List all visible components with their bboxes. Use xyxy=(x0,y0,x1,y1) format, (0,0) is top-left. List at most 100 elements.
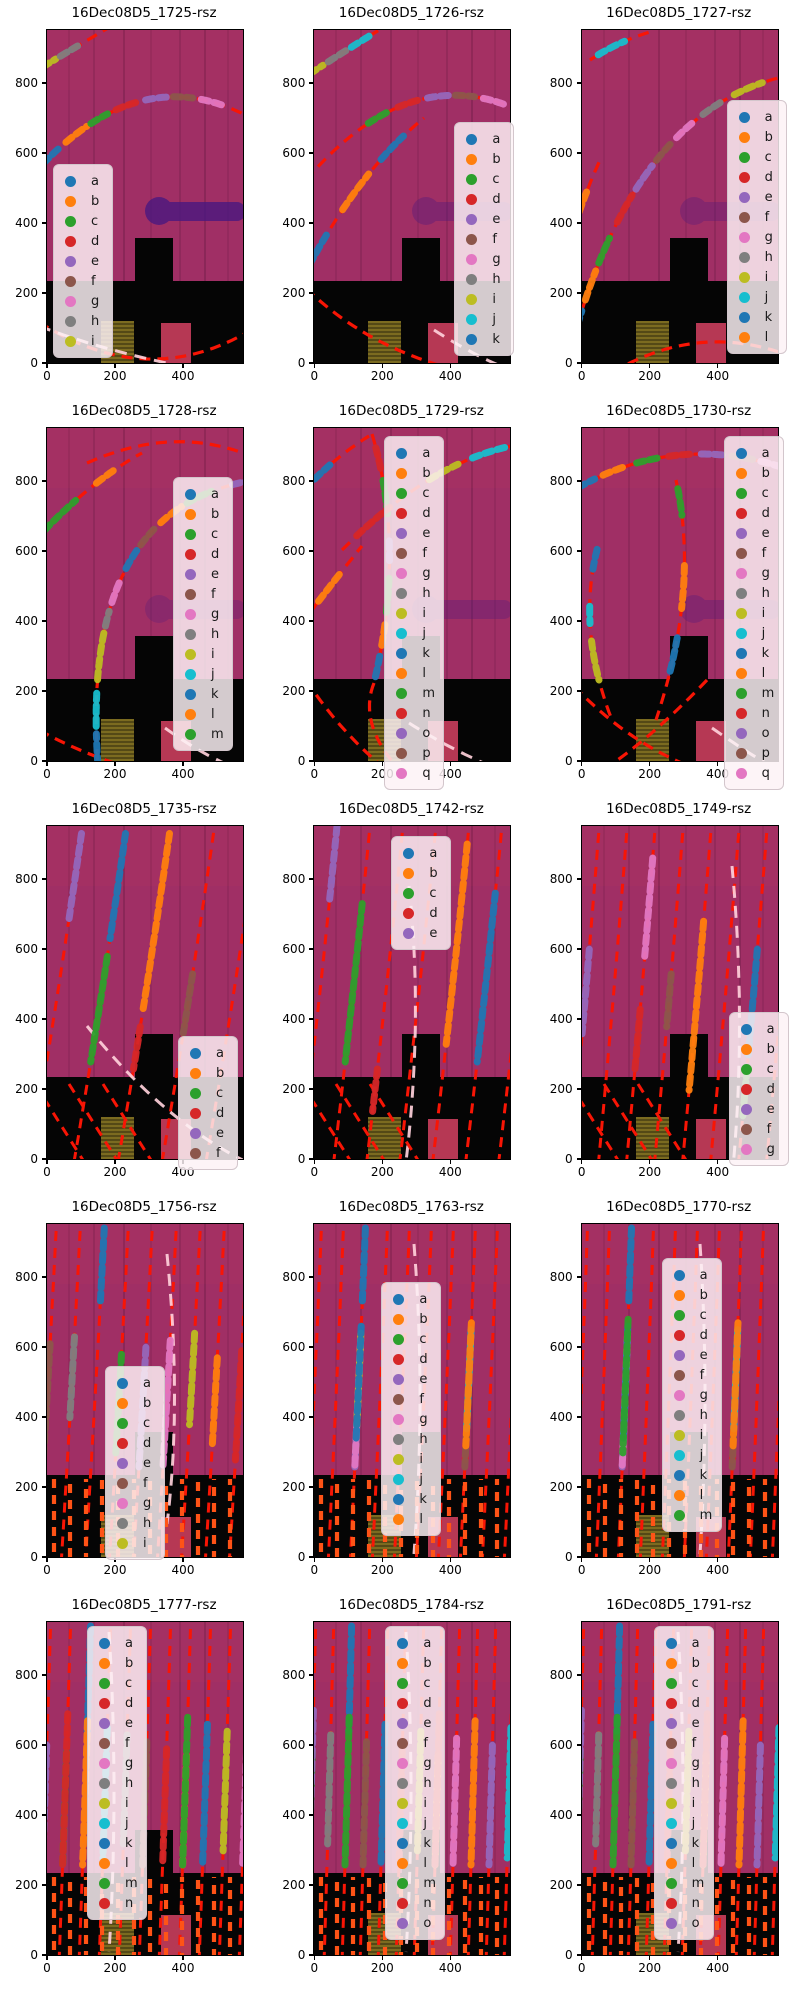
legend-item: a xyxy=(396,443,443,463)
legend-item: h xyxy=(466,269,513,289)
legend-item: b xyxy=(665,1653,713,1673)
legend-label: e xyxy=(492,211,501,227)
y-tick-label: 200 xyxy=(549,1480,573,1494)
legend-swatch-icon xyxy=(396,547,408,559)
y-tick-mark xyxy=(309,222,315,224)
x-tick-label: 400 xyxy=(706,767,730,781)
subplot-title: 16Dec08D5_1756-rsz xyxy=(71,1199,217,1215)
legend-label: a xyxy=(143,1375,151,1391)
legend-swatch-icon xyxy=(117,1457,128,1469)
legend-swatch-icon xyxy=(466,153,478,165)
legend-swatch-icon xyxy=(735,627,747,639)
legend-label: e xyxy=(216,1125,224,1141)
legend-label: b xyxy=(211,506,220,522)
legend-label: f xyxy=(761,545,767,561)
y-tick-label: 600 xyxy=(549,1738,573,1752)
legend-item: d xyxy=(738,167,786,187)
x-tick-mark xyxy=(449,1557,452,1562)
legend-swatch-icon xyxy=(403,887,415,899)
legend-swatch-icon xyxy=(190,1067,201,1079)
legend-label: b xyxy=(91,193,100,209)
legend-item: a xyxy=(466,129,513,149)
legend-label: d xyxy=(699,1327,708,1343)
legend-item: n xyxy=(397,1893,444,1913)
legend-item: d xyxy=(99,1693,146,1713)
x-tick-label: 0 xyxy=(43,369,51,383)
legend-swatch-icon xyxy=(397,1797,409,1809)
legend-label: f xyxy=(422,545,427,561)
legend-item: c xyxy=(397,1673,444,1693)
y-tick-mark xyxy=(576,1276,582,1278)
legend-label: m xyxy=(691,1875,705,1891)
y-tick-mark xyxy=(42,1556,47,1558)
legend-swatch-icon xyxy=(735,647,747,659)
legend-item: e xyxy=(665,1713,713,1733)
legend-item: c xyxy=(185,524,232,544)
legend-label: e xyxy=(419,1371,428,1387)
legend-label: h xyxy=(761,585,770,601)
y-tick-label: 200 xyxy=(15,684,38,698)
legend-swatch-icon xyxy=(185,648,196,660)
legend-item: l xyxy=(99,1853,146,1873)
legend-label: m xyxy=(423,1875,436,1891)
legend-swatch-icon xyxy=(665,1877,677,1889)
subplot-title: 16Dec08D5_1727-rsz xyxy=(606,5,752,21)
legend-item: n xyxy=(396,703,443,723)
y-tick-mark xyxy=(309,362,315,364)
legend-label: n xyxy=(422,705,431,721)
legend-label: k xyxy=(422,645,430,661)
legend-item: b xyxy=(117,1393,164,1413)
legend-swatch-icon xyxy=(735,747,747,759)
y-tick-label: 0 xyxy=(565,356,573,370)
legend-swatch-icon xyxy=(185,688,196,700)
y-tick-label: 800 xyxy=(282,872,306,886)
legend-swatch-icon xyxy=(397,1637,409,1649)
subplot-1735: 16Dec08D5_1735-rsz a b c d e f 0 200 400 600 800 0 20… xyxy=(0,796,267,1194)
legend-label: d xyxy=(691,1695,700,1711)
legend-item: e xyxy=(65,251,112,271)
x-tick-label: 400 xyxy=(706,369,730,383)
legend-item: e xyxy=(740,1099,788,1119)
legend-item: b xyxy=(397,1653,444,1673)
legend-label: b xyxy=(419,1311,428,1327)
legend-swatch-icon xyxy=(393,1453,405,1465)
x-tick-mark xyxy=(716,761,719,766)
legend-label: e xyxy=(691,1715,700,1731)
y-tick-mark xyxy=(309,1814,315,1816)
x-tick-mark xyxy=(313,1955,316,1960)
x-tick-mark xyxy=(46,761,48,766)
y-tick-label: 400 xyxy=(282,216,306,230)
y-tick-mark xyxy=(42,620,47,622)
legend-item: l xyxy=(397,1853,444,1873)
legend-item: f xyxy=(397,1733,444,1753)
y-tick-label: 400 xyxy=(282,614,306,628)
legend-label: d xyxy=(211,546,220,562)
y-tick-label: 200 xyxy=(549,684,573,698)
y-tick-mark xyxy=(576,480,582,482)
legend-label: c xyxy=(125,1675,133,1691)
legend-swatch-icon xyxy=(397,1737,409,1749)
legend-swatch-icon xyxy=(735,607,747,619)
legend-label: c xyxy=(766,1061,774,1077)
legend-label: e xyxy=(125,1715,133,1731)
y-tick-mark xyxy=(576,690,582,692)
y-tick-mark xyxy=(576,1954,582,1956)
legend-item: d xyxy=(673,1325,721,1345)
subplot-1729: 16Dec08D5_1729-rsz a b c d e f g h i j k l m n o p q 0 200 4… xyxy=(267,398,534,796)
subplot-1749: 16Dec08D5_1749-rsz a b c d e f g 0 200 400 600 800 0 2… xyxy=(535,796,802,1194)
legend-label: e xyxy=(429,925,438,941)
y-tick-label: 600 xyxy=(282,146,306,160)
legend-item: b xyxy=(393,1309,440,1329)
y-tick-label: 800 xyxy=(15,76,38,90)
legend-item: d xyxy=(185,544,232,564)
y-tick-mark xyxy=(309,1416,315,1418)
legend-label: k xyxy=(492,331,500,347)
legend-item: b xyxy=(738,127,786,147)
legend-swatch-icon xyxy=(65,175,76,187)
y-tick-label: 600 xyxy=(15,146,38,160)
legend-swatch-icon xyxy=(397,1677,409,1689)
legend-label: o xyxy=(691,1915,700,1931)
